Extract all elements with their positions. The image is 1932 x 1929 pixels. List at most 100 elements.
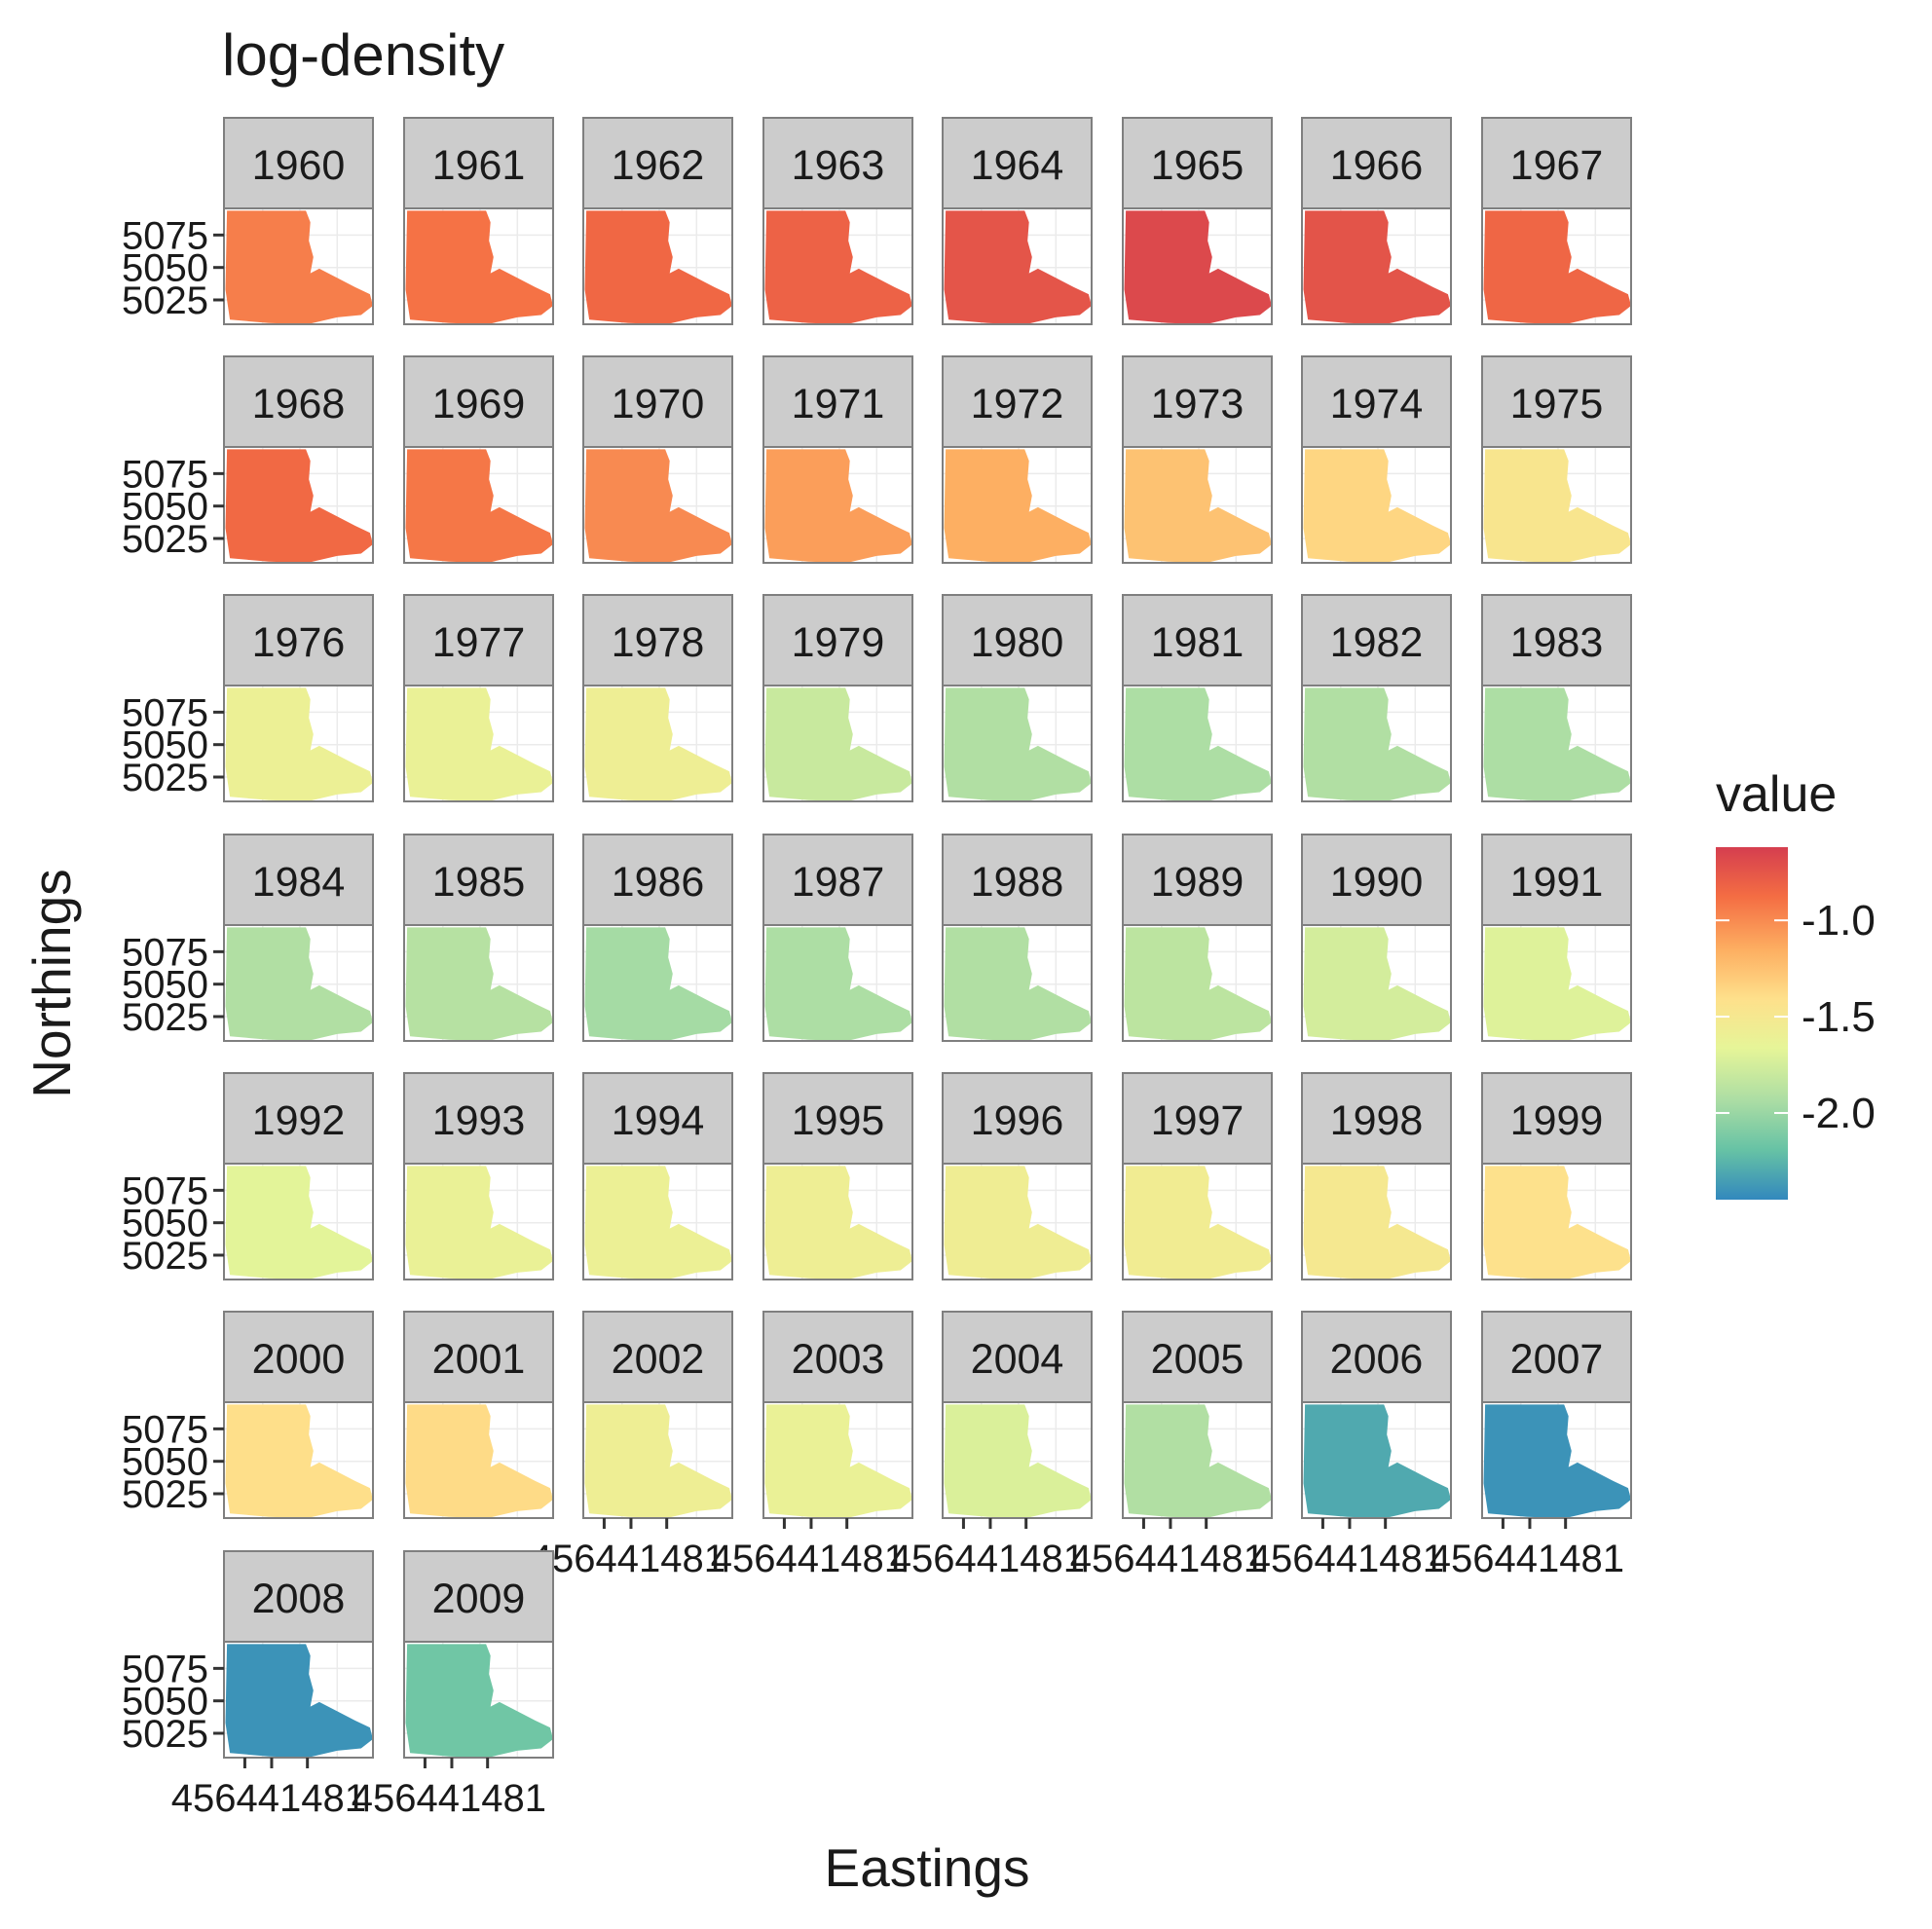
density-region [584,687,732,801]
y-axis-title: Northings [21,869,82,1097]
panel-border [582,1401,733,1519]
panel-border [1301,1401,1452,1519]
density-region [405,449,553,563]
facet-strip-label: 1990 [1330,859,1424,906]
panel-border [1301,685,1452,802]
facet-strip [942,834,1093,926]
panel-border [582,446,733,564]
facet-1979: 1979 [762,594,913,802]
facet-strip-label: 1996 [971,1097,1064,1144]
facet-strip-label: 1968 [252,381,346,427]
facet-strip-label: 1987 [792,859,885,906]
facet-1967: 1967 [1481,117,1632,325]
y-tick-label: 5050 [122,1441,208,1484]
panel-border [942,685,1093,802]
facet-strip-label: 1991 [1510,859,1604,906]
facet-strip [1301,594,1452,686]
density-region [1483,927,1631,1041]
facet-strip [1481,1072,1632,1165]
panel-border [1301,446,1452,564]
facet-strip [582,594,733,686]
facet-1991: 1991 [1481,834,1632,1042]
x-tick-label: 456441481 [352,1777,546,1820]
facet-strip [1122,1311,1273,1403]
y-tick-label: 5050 [122,964,208,1007]
density-region [1303,927,1451,1041]
facet-strip [1301,117,1452,209]
facet-strip-label: 1983 [1510,619,1604,666]
density-region [1124,1166,1272,1280]
density-region [764,210,912,324]
facet-1986: 1986 [582,834,733,1042]
facet-strip [1481,1311,1632,1403]
facet-strip-label: 1976 [252,619,346,666]
facet-1985: 1985 [403,834,554,1042]
facet-1983: 1983 [1481,594,1632,802]
panel-border [582,207,733,325]
legend-colorbar [1716,847,1788,1200]
facet-strip [403,834,554,926]
facet-strip-label: 2001 [432,1336,526,1383]
facet-2001: 2001 [403,1311,554,1519]
density-region [1483,687,1631,801]
facet-strip [762,1072,913,1165]
y-tick-label: 5075 [122,691,208,734]
density-region [405,210,553,324]
panel-border [942,1401,1093,1519]
facet-1961: 1961 [403,117,554,325]
density-region [1303,210,1451,324]
y-tick-label: 5075 [122,931,208,974]
facet-strip [223,355,374,448]
facet-strip-label: 1982 [1330,619,1424,666]
facet-strip [582,1072,733,1165]
panel-border [403,924,554,1042]
panel-border [1122,207,1273,325]
facet-strip-label: 1969 [432,381,526,427]
panel-border [762,1163,913,1280]
legend-tick-label: -1.0 [1802,897,1876,945]
facet-strip [582,1311,733,1403]
facet-1972: 1972 [942,355,1093,564]
facet-strip-label: 2009 [432,1576,526,1622]
facet-strip [582,834,733,926]
facet-strip-label: 1978 [612,619,705,666]
density-region [1124,687,1272,801]
facet-2007: 2007 456441481 [1430,1311,1632,1580]
density-region [584,210,732,324]
y-tick-label: 5025 [122,1235,208,1278]
facet-1969: 1969 [403,355,554,564]
facet-strip [223,834,374,926]
facet-strip-label: 1979 [792,619,885,666]
panel-border [582,1163,733,1280]
y-tick-label: 5025 [122,996,208,1039]
facet-1993: 1993 [403,1072,554,1280]
facet-strip [1122,594,1273,686]
facet-strip [1122,117,1273,209]
facet-strip-label: 1967 [1510,142,1604,189]
panel-border [1122,924,1273,1042]
facet-1962: 1962 [582,117,733,325]
facet-strip [223,594,374,686]
facet-strip-label: 2008 [252,1576,346,1622]
panel-border [762,446,913,564]
panel-border [762,924,913,1042]
density-region [1483,1404,1631,1518]
facet-strip [1481,355,1632,448]
facet-1980: 1980 [942,594,1093,802]
density-region [764,449,912,563]
panel-border [1122,1163,1273,1280]
facet-1977: 1977 [403,594,554,802]
facet-1965: 1965 [1122,117,1273,325]
facet-strip [942,1072,1093,1165]
facet-strip [1301,355,1452,448]
facet-strip [223,117,374,209]
panel-border [1122,685,1273,802]
facet-strip [942,594,1093,686]
density-region [225,210,373,324]
facet-strip-label: 1998 [1330,1097,1424,1144]
panel-border [403,1641,554,1759]
